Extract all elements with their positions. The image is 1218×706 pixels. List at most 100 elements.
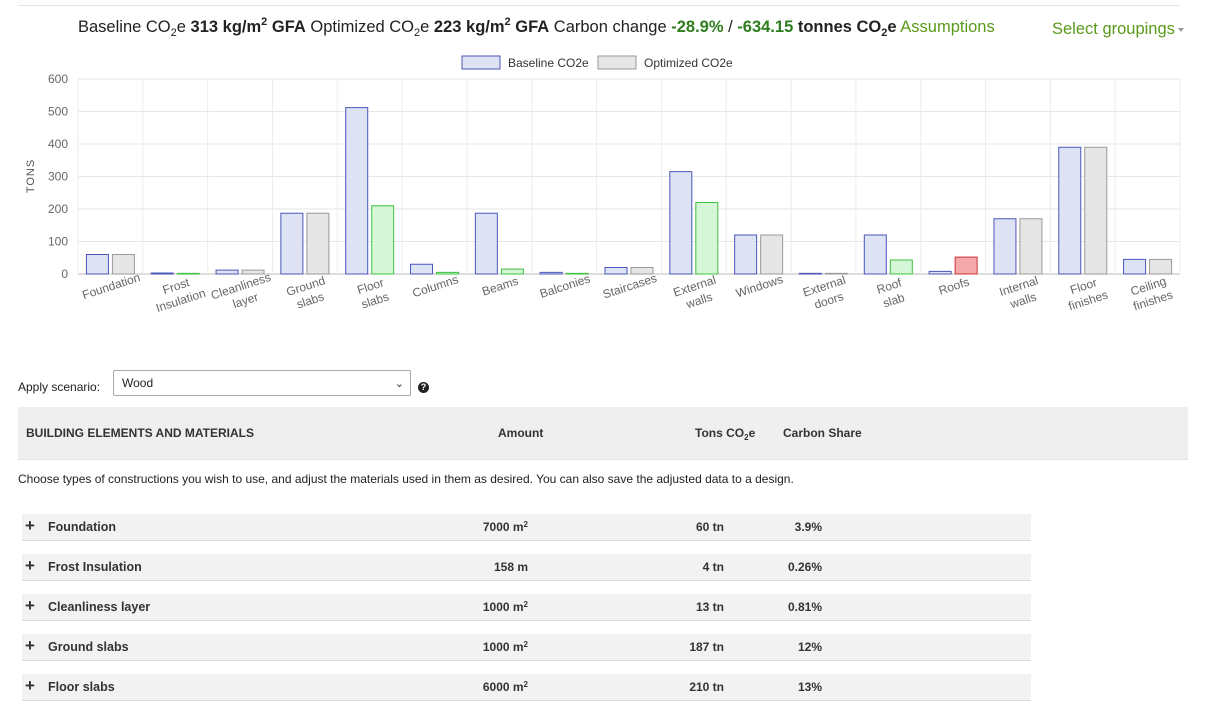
bar-baseline[interactable]	[928, 270, 952, 275]
bar-baseline[interactable]	[734, 234, 758, 275]
row-element-name: Frost Insulation	[48, 560, 142, 574]
bar-optimized[interactable]	[1084, 146, 1108, 275]
bar-optimized[interactable]	[1149, 258, 1173, 275]
expand-plus-icon[interactable]: +	[25, 516, 35, 535]
legend-label-baseline[interactable]: Baseline CO2e	[508, 56, 589, 70]
x-tick-label: Balconies	[538, 271, 592, 300]
bar-baseline[interactable]	[604, 267, 628, 275]
row-tons: 4 tn	[702, 560, 724, 574]
elements-table-header: BUILDING ELEMENTS AND MATERIALS Amount T…	[18, 407, 1188, 460]
legend-swatch-baseline[interactable]	[461, 55, 501, 70]
bar-baseline[interactable]	[539, 271, 563, 275]
row-carbon-share: 12%	[797, 640, 822, 654]
expand-plus-icon[interactable]: +	[25, 676, 35, 695]
bar-optimized[interactable]	[565, 272, 589, 275]
bar-baseline[interactable]	[85, 254, 109, 275]
x-tick-label: Beams	[480, 274, 520, 299]
bar-baseline[interactable]	[798, 272, 822, 275]
x-tick-label: Foundation	[80, 270, 141, 302]
chart-legend[interactable]: Baseline CO2e Optimized CO2e	[461, 55, 733, 70]
x-tick-label: Externalwalls	[671, 273, 722, 314]
y-tick-label: 200	[48, 202, 68, 216]
x-tick-label: Cleanlinesslayer	[209, 270, 277, 317]
legend-swatch-optimized[interactable]	[597, 55, 637, 70]
x-tick-label: Internalwalls	[998, 273, 1045, 313]
row-carbon-share: 0.81%	[787, 600, 822, 614]
optimized-label: Optimized CO	[310, 18, 415, 36]
table-row[interactable]: + Cleanliness layer 1000 m2 13 tn 0.81%	[22, 594, 1031, 621]
bar-baseline[interactable]	[215, 269, 239, 275]
bar-optimized[interactable]	[630, 267, 654, 275]
table-row[interactable]: + Floor slabs 6000 m2 210 tn 13%	[22, 674, 1031, 701]
expand-plus-icon[interactable]: +	[25, 556, 35, 575]
legend-label-optimized[interactable]: Optimized CO2e	[644, 56, 733, 70]
row-amount: 7000 m2	[482, 520, 528, 534]
chart-bars	[85, 107, 1173, 275]
carbon-change-label: Carbon change	[553, 18, 667, 36]
chart-axis-labels: 0 100 200 300 400 500 600 TONS Foundation FrostIn…	[25, 72, 1175, 317]
bar-optimized[interactable]	[695, 202, 719, 275]
bar-optimized[interactable]	[371, 205, 395, 275]
bar-baseline[interactable]	[669, 171, 693, 275]
carbon-change-percent: -28.9%	[671, 18, 724, 36]
bar-baseline[interactable]	[863, 234, 887, 275]
x-tick-label: Ceilingfinishes	[1127, 273, 1175, 313]
apply-scenario-label: Apply scenario:	[18, 380, 101, 394]
scenario-selected-value: Wood	[122, 376, 154, 390]
table-row[interactable]: + Foundation 7000 m2 60 tn 3.9%	[22, 514, 1031, 541]
bar-optimized[interactable]	[760, 234, 784, 275]
x-tick-label: Staircases	[601, 271, 659, 302]
row-element-name: Foundation	[48, 520, 117, 534]
assumptions-link[interactable]: Assumptions	[900, 18, 995, 36]
bar-optimized[interactable]	[436, 271, 460, 275]
row-tons: 210 tn	[689, 680, 724, 694]
select-groupings-label: Select groupings	[1052, 20, 1175, 38]
row-tons: 13 tn	[695, 600, 724, 614]
expand-plus-icon[interactable]: +	[25, 636, 35, 655]
bar-optimized[interactable]	[889, 259, 913, 275]
bar-baseline[interactable]	[1058, 146, 1082, 275]
y-tick-label: 600	[48, 72, 68, 86]
bar-baseline[interactable]	[410, 263, 434, 275]
instructions-text: Choose types of constructions you wish t…	[18, 472, 794, 486]
change-separator: /	[728, 18, 733, 36]
bar-baseline[interactable]	[1123, 258, 1147, 275]
bar-optimized[interactable]	[954, 256, 978, 275]
bar-baseline[interactable]	[474, 212, 498, 275]
header-amount: Amount	[498, 426, 544, 440]
select-groupings-dropdown[interactable]: Select groupings	[1052, 20, 1184, 39]
help-icon[interactable]: ?	[418, 382, 429, 393]
carbon-change-tonnes: -634.15	[737, 18, 794, 36]
row-carbon-share: 0.26%	[787, 560, 822, 574]
bar-optimized[interactable]	[500, 268, 524, 275]
bar-optimized[interactable]	[241, 269, 265, 275]
bar-baseline[interactable]	[993, 218, 1017, 275]
y-tick-label: 0	[61, 267, 68, 281]
bar-optimized[interactable]	[1019, 218, 1043, 275]
bar-baseline[interactable]	[280, 212, 304, 275]
bar-baseline[interactable]	[345, 107, 369, 275]
table-row[interactable]: + Frost Insulation 158 m 4 tn 0.26%	[22, 554, 1031, 581]
row-tons: 60 tn	[695, 520, 724, 534]
x-tick-label: Floorslabs	[355, 275, 391, 311]
bar-optimized[interactable]	[824, 272, 848, 275]
top-divider	[18, 5, 1180, 6]
x-tick-label: Roofslab	[875, 275, 909, 311]
row-carbon-share: 3.9%	[794, 520, 822, 534]
y-tick-label: 100	[48, 235, 68, 249]
expand-plus-icon[interactable]: +	[25, 596, 35, 615]
bar-baseline[interactable]	[150, 272, 174, 275]
table-row[interactable]: + Ground slabs 1000 m2 187 tn 12%	[22, 634, 1031, 661]
x-tick-label: FrostInsulation	[149, 272, 207, 315]
header-tons: Tons CO2e	[695, 426, 756, 442]
row-tons: 187 tn	[689, 640, 724, 654]
bar-optimized[interactable]	[111, 254, 135, 275]
y-tick-label: 300	[48, 170, 68, 184]
row-amount: 1000 m2	[482, 640, 528, 654]
bar-optimized[interactable]	[306, 212, 330, 275]
row-amount: 1000 m2	[482, 600, 528, 614]
row-element-name: Floor slabs	[48, 680, 115, 694]
row-amount: 6000 m2	[482, 680, 528, 694]
scenario-select[interactable]: Wood ⌄	[113, 370, 411, 396]
bar-optimized[interactable]	[176, 272, 200, 275]
